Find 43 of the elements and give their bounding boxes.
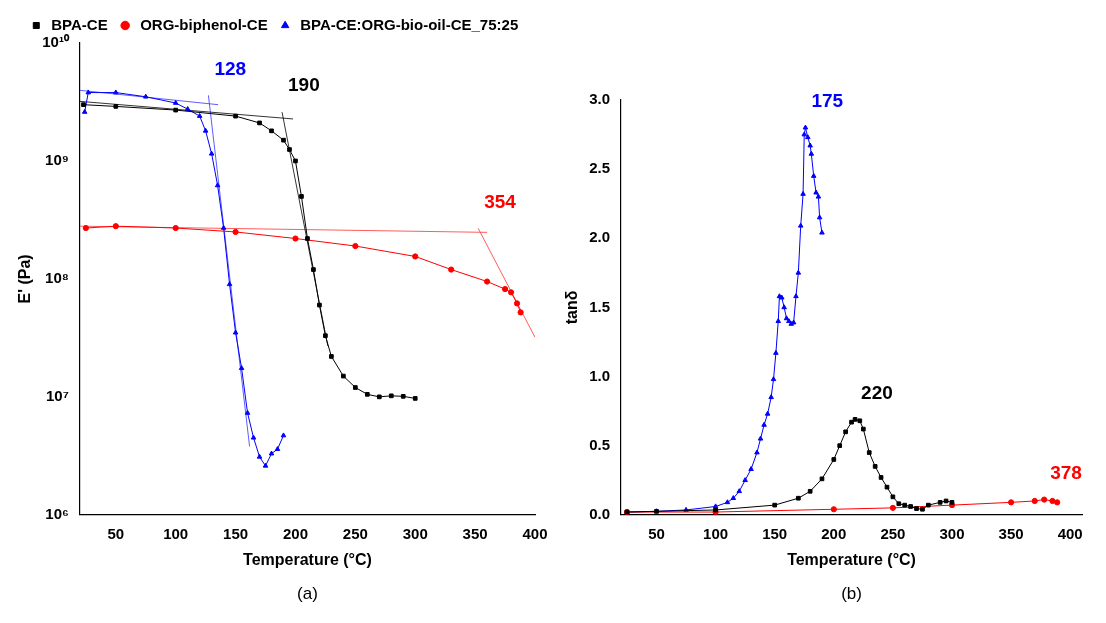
y-tick-label: 10⁹	[45, 151, 69, 169]
y-tick-label: 0.5	[589, 435, 611, 453]
annotation: 128	[214, 57, 247, 79]
x-tick-label: 400	[1057, 524, 1083, 542]
x-axis-title: Temperature (°C)	[243, 550, 372, 568]
y-tick-label: 1.0	[589, 366, 611, 384]
y-tick-label: 10⁶	[45, 504, 69, 522]
text: (b)	[841, 583, 862, 603]
x-tick-label: 50	[648, 524, 665, 542]
y-axis-title: E' (Pa)	[16, 254, 34, 304]
x-tick-label: 100	[163, 524, 189, 542]
y-tick-label: 10⁷	[46, 386, 69, 404]
annotation: 354	[484, 190, 517, 212]
x-tick-label: 300	[939, 524, 965, 542]
annotation: 220	[861, 381, 893, 403]
y-tick-label: 0.0	[589, 504, 611, 522]
x-tick-label: 250	[342, 524, 368, 542]
x-tick-label: 250	[880, 524, 906, 542]
x-tick-label: 150	[223, 524, 249, 542]
x-tick-label: 350	[462, 524, 488, 542]
x-tick-label: 100	[703, 524, 729, 542]
y-tick-label: 1.5	[589, 297, 611, 315]
text: (a)	[297, 583, 318, 603]
annotation: 175	[811, 89, 844, 111]
x-tick-label: 400	[522, 524, 548, 542]
x-tick-label: 200	[821, 524, 847, 542]
x-tick-label: 200	[282, 524, 308, 542]
x-tick-label: 150	[762, 524, 788, 542]
y-tick-label: 2.0	[589, 228, 611, 246]
x-tick-label: 350	[998, 524, 1024, 542]
x-axis-title: Temperature (°C)	[787, 550, 916, 568]
x-tick-label: 300	[402, 524, 428, 542]
y-tick-label: 2.5	[589, 159, 611, 177]
legend-label: BPA-CE:ORG-bio-oil-CE_75:25	[300, 15, 519, 33]
y-tick-label: 10⁸	[45, 269, 69, 287]
annotation: 378	[1050, 461, 1082, 483]
y-axis-title: tanδ	[563, 290, 581, 325]
x-tick-label: 50	[107, 524, 125, 542]
legend-label: ORG-biphenol-CE	[140, 15, 268, 33]
legend-label: BPA-CE	[51, 15, 108, 33]
y-tick-label: 3.0	[589, 90, 611, 108]
y-tick-label: 10¹⁰	[42, 33, 70, 51]
annotation: 190	[288, 74, 320, 96]
